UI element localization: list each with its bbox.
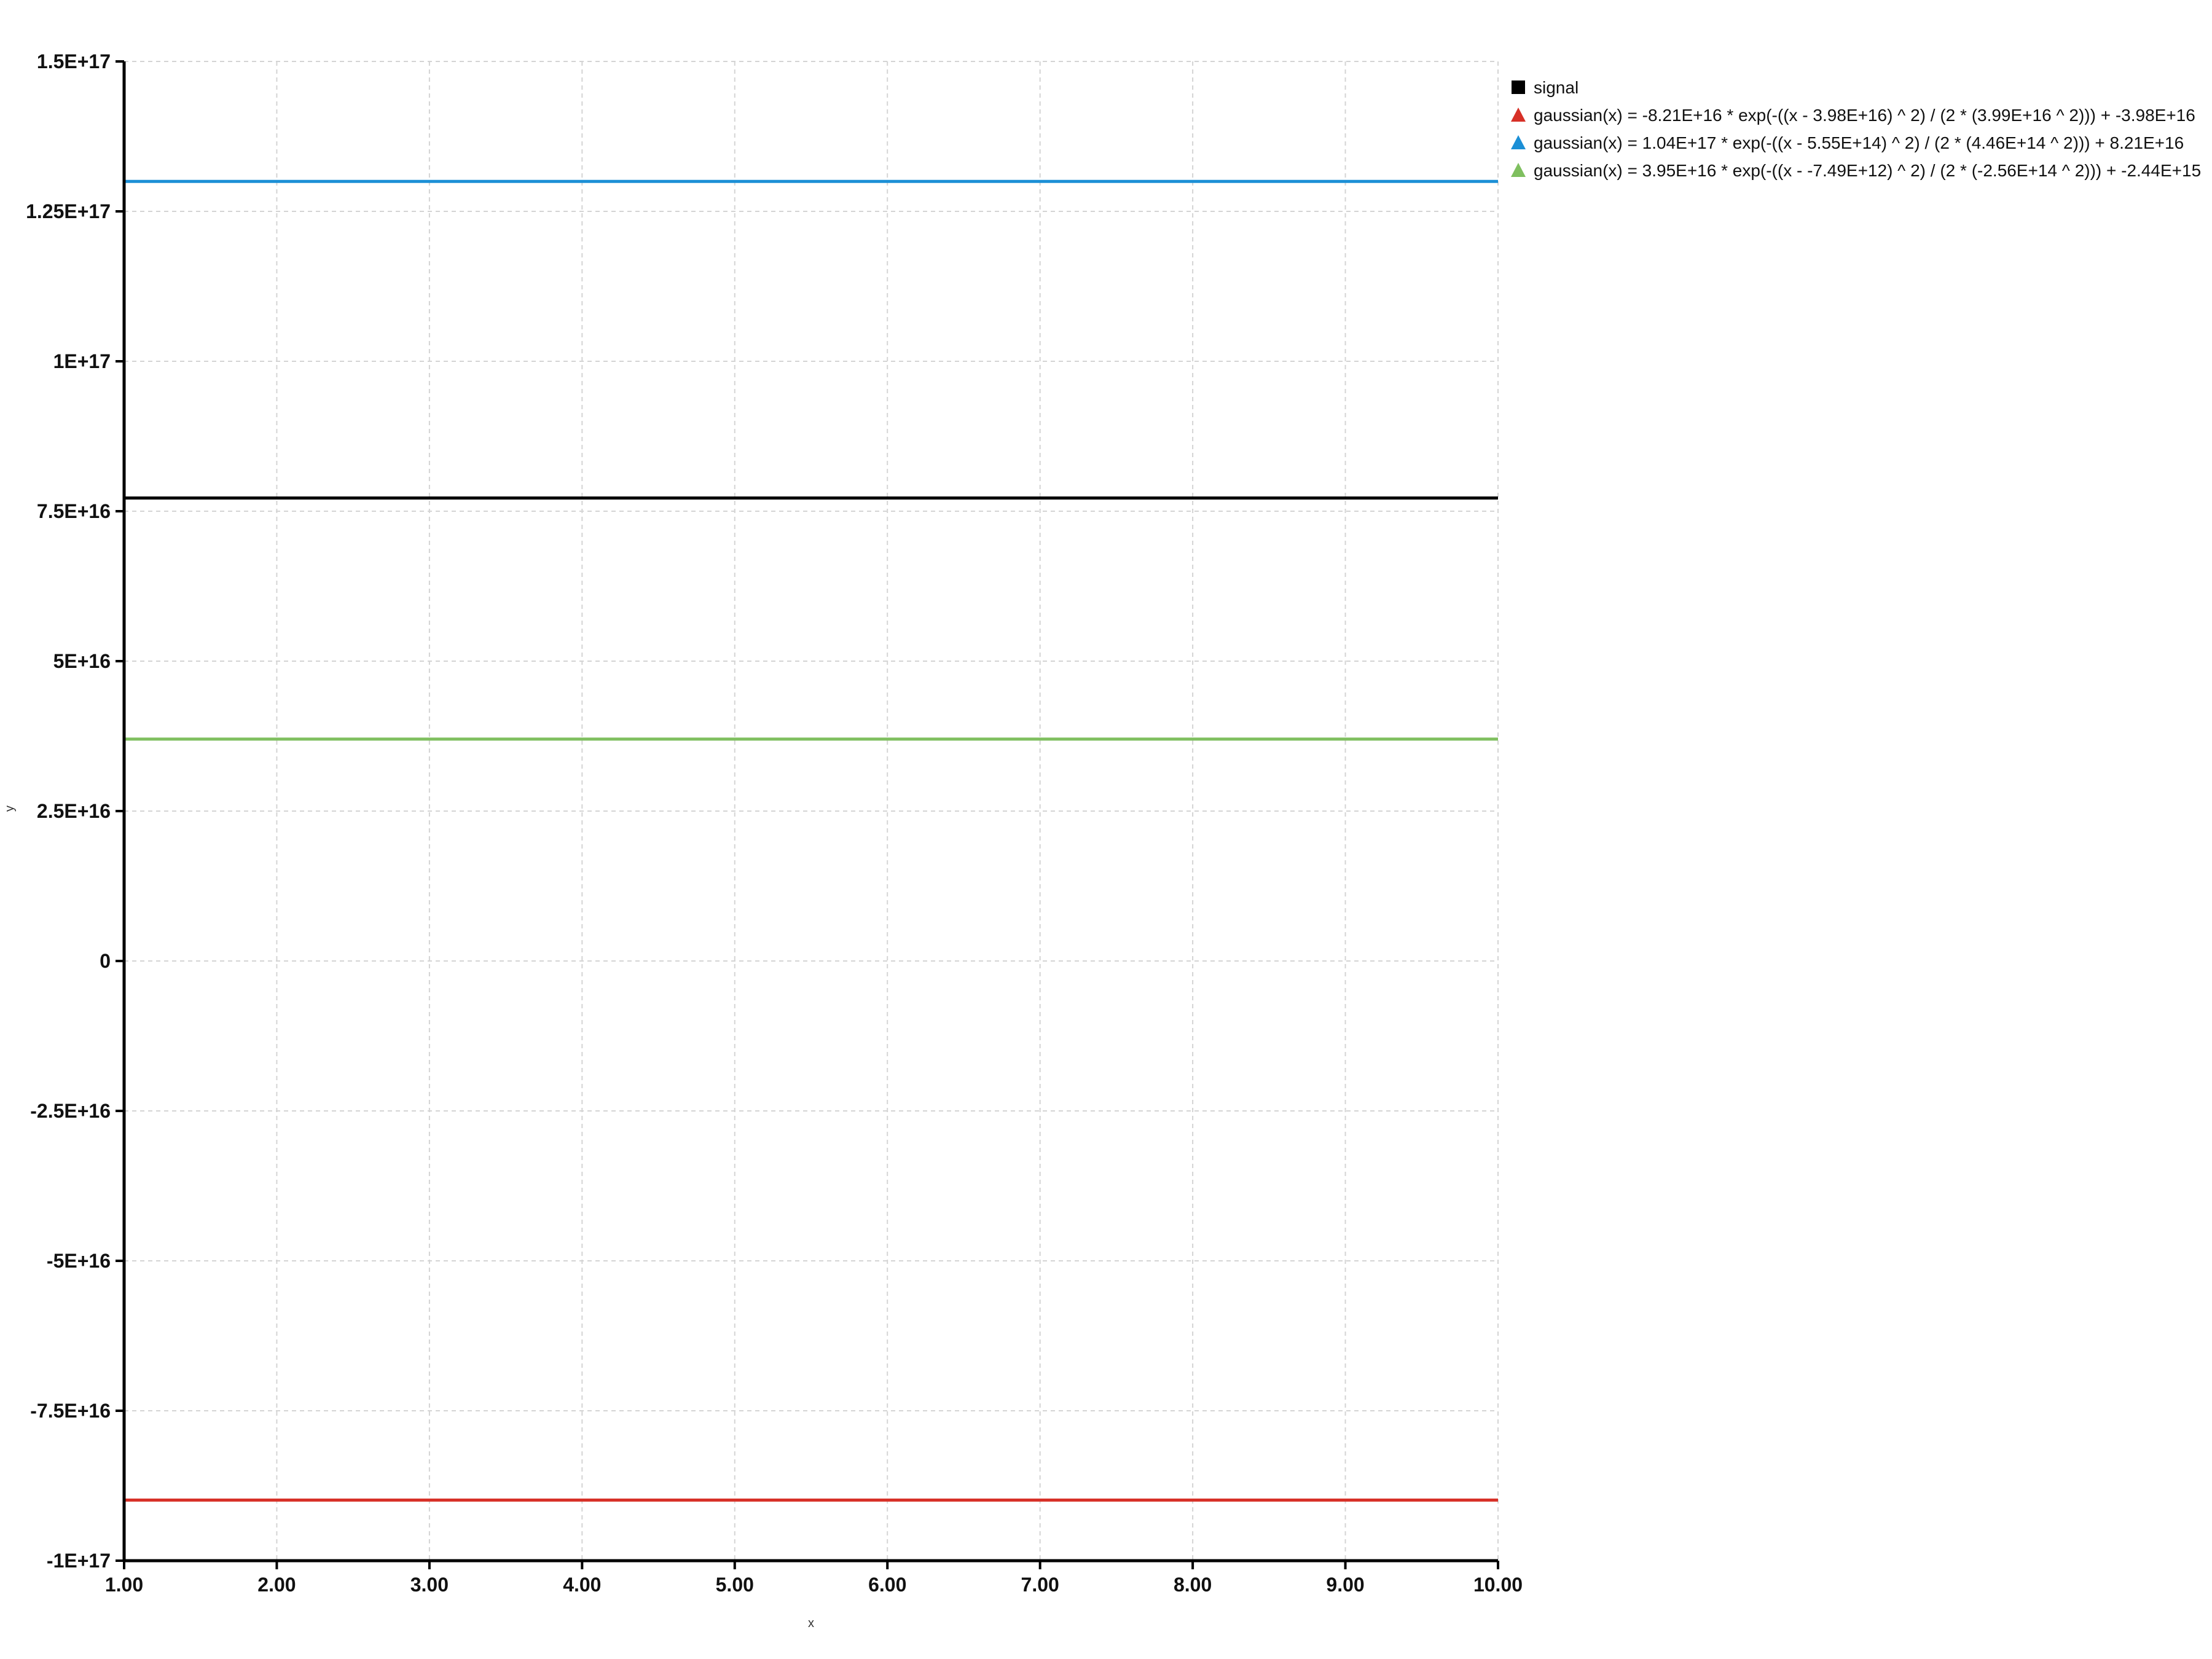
x-tick-label: 8.00 <box>1174 1574 1212 1596</box>
legend-triangle-marker <box>1511 108 1526 122</box>
x-tick-label: 4.00 <box>563 1574 601 1596</box>
y-tick-label: 5E+16 <box>53 650 111 672</box>
series-layer <box>124 179 1498 1502</box>
legend-entry-label: gaussian(x) = 1.04E+17 * exp(-((x - 5.55… <box>1534 133 2184 152</box>
y-tick-label: 1.5E+17 <box>37 50 111 73</box>
x-ticks: 1.00 2.00 3.00 4.00 5.00 6.00 7.00 8.00 9.00 10.0… <box>105 1561 1523 1596</box>
y-tick-label: 1E+17 <box>53 350 111 372</box>
legend-triangle-marker <box>1511 135 1526 149</box>
y-axis-label: y <box>3 806 17 812</box>
legend: signal gaussian(x) = -8.21E+16 * exp(-((x… <box>1511 78 2201 180</box>
legend-square-marker <box>1512 80 1525 94</box>
y-tick-label: -5E+16 <box>47 1250 111 1272</box>
legend-entry-label: signal <box>1534 78 1579 97</box>
x-tick-label: 3.00 <box>410 1574 449 1596</box>
x-tick-label: 1.00 <box>105 1574 143 1596</box>
legend-entry-label: gaussian(x) = -8.21E+16 * exp(-((x - 3.9… <box>1534 106 2195 125</box>
x-tick-label: 5.00 <box>716 1574 754 1596</box>
x-tick-label: 2.00 <box>257 1574 296 1596</box>
y-tick-label: -1E+17 <box>47 1550 111 1572</box>
legend-entry-label: gaussian(x) = 3.95E+16 * exp(-((x - -7.4… <box>1534 161 2201 180</box>
y-tick-label: 2.5E+16 <box>37 800 111 822</box>
x-axis-label: x <box>808 1617 814 1630</box>
y-tick-label: 1.25E+17 <box>26 200 111 222</box>
x-tick-label: 9.00 <box>1326 1574 1364 1596</box>
y-tick-label: 0 <box>100 950 111 972</box>
x-tick-label: 7.00 <box>1021 1574 1059 1596</box>
y-tick-label: 7.5E+16 <box>37 500 111 522</box>
legend-triangle-marker <box>1511 163 1526 177</box>
x-tick-label: 6.00 <box>868 1574 906 1596</box>
y-tick-label: -7.5E+16 <box>30 1400 111 1422</box>
y-ticks: -1E+17 -7.5E+16 -5E+16 -2.5E+16 0 2.5E+16 5E+1… <box>26 50 124 1572</box>
y-tick-label: -2.5E+16 <box>30 1100 111 1122</box>
grid-layer <box>124 61 1499 1561</box>
x-tick-label: 10.00 <box>1473 1574 1523 1596</box>
